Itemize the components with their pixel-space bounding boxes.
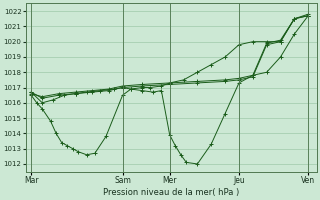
- X-axis label: Pression niveau de la mer( hPa ): Pression niveau de la mer( hPa ): [103, 188, 239, 197]
